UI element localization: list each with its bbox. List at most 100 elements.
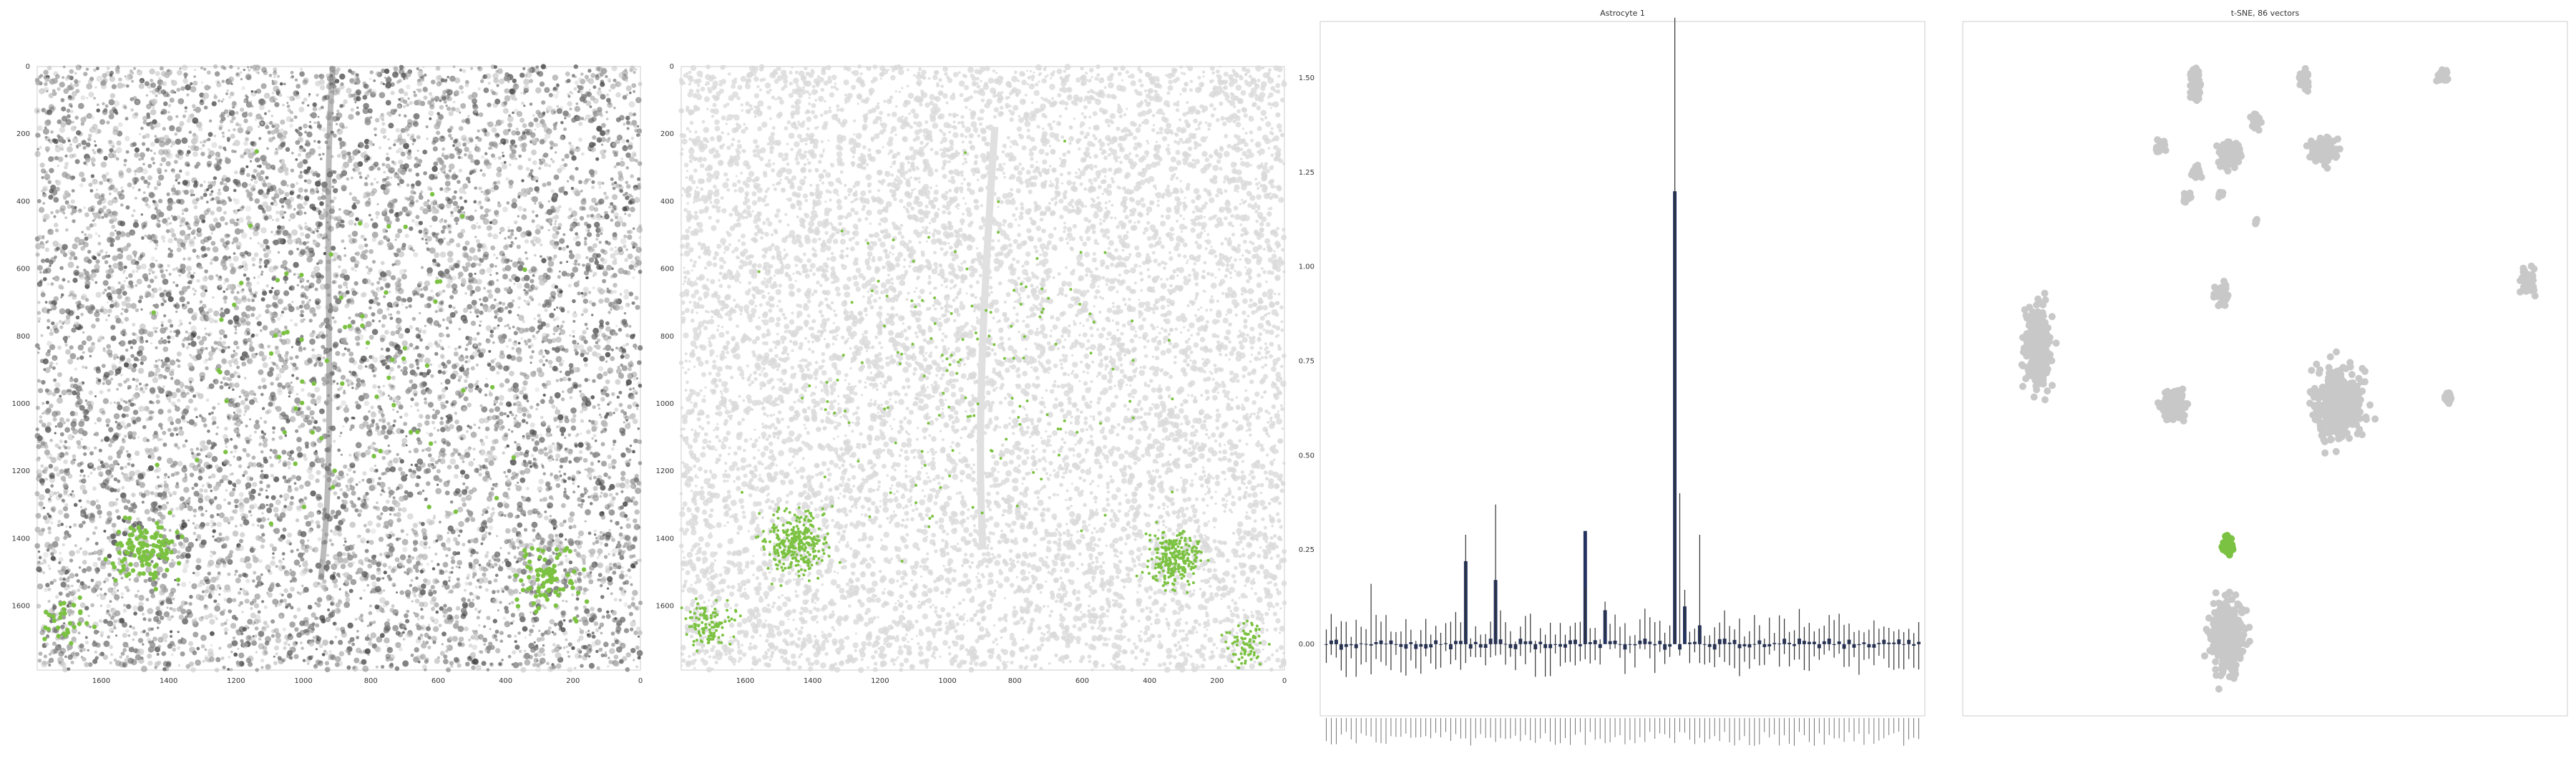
tsne-point (2444, 397, 2451, 404)
tsne-point (2226, 673, 2233, 680)
tsne-point (2336, 381, 2343, 388)
tsne-point (2044, 334, 2051, 341)
tsne-point (2316, 369, 2323, 377)
tsne-point (2326, 428, 2333, 435)
tsne-point (2220, 278, 2228, 285)
x-tick-label: 800 (1008, 677, 1022, 685)
tsne-point (2332, 404, 2339, 411)
tsne-point (2026, 341, 2033, 349)
tsne-point (2220, 629, 2227, 636)
tsne-point (2521, 269, 2528, 276)
tsne-point (2209, 649, 2216, 656)
tsne-point (2212, 671, 2220, 679)
tsne-point (2324, 150, 2331, 157)
tsne-point (2225, 648, 2232, 655)
tsne-point (2218, 151, 2225, 158)
tsne-point (2033, 386, 2040, 393)
tsne-points (2019, 64, 2539, 692)
tsne-point (2220, 607, 2227, 614)
tsne-point (2326, 381, 2333, 388)
tsne-point (2222, 592, 2229, 599)
y-tick-label: 600 (660, 266, 674, 273)
tsne-point (2227, 640, 2234, 647)
tsne-point (2037, 314, 2044, 321)
plot-frame (1963, 21, 2567, 716)
y-tick-label: 1600 (12, 603, 30, 611)
tsne-point (2169, 412, 2176, 419)
y-tick-label: 0 (26, 63, 30, 71)
tsne-point (2034, 359, 2041, 367)
tsne-point (2213, 636, 2220, 643)
tsne-point (2299, 74, 2306, 82)
tsne-point (2327, 354, 2334, 361)
tsne-point (2253, 217, 2260, 224)
y-tick-label: 1000 (656, 400, 674, 408)
x-tick-label: 1200 (871, 677, 889, 685)
tsne-point (2232, 626, 2239, 633)
tsne-point (2333, 349, 2340, 356)
y-tick-label: 0.50 (1299, 452, 1314, 460)
y-tick-label: 600 (16, 266, 30, 273)
x-tick-label: 600 (1075, 677, 1089, 685)
tsne-point (2527, 280, 2534, 287)
tsne-point (2358, 378, 2365, 385)
tsne-point (2048, 357, 2055, 364)
x-tick-label: 0 (1282, 677, 1287, 685)
tsne-point (2218, 191, 2225, 198)
tsne-highlight-point (2223, 532, 2230, 539)
y-tick-label: 1.50 (1299, 74, 1314, 82)
bar-chart-title: Astrocyte 1 (1320, 9, 1925, 18)
tsne-point (2218, 650, 2225, 657)
x-tick-label: 200 (566, 677, 580, 685)
y-tick-label: 1400 (12, 535, 30, 543)
tsne-point (2346, 359, 2353, 366)
tsne-point (2041, 290, 2049, 297)
tsne-point (2340, 406, 2347, 413)
x-tick-label: 1400 (804, 677, 821, 685)
tsne-point (2313, 405, 2321, 412)
tsne-point (2019, 362, 2026, 369)
tsne-point (2158, 142, 2165, 149)
tsne-point (2019, 383, 2026, 390)
tsne-point (2049, 313, 2056, 320)
x-tick-label: 1000 (294, 677, 312, 685)
tsne-point (2246, 638, 2253, 645)
tsne-point (2527, 273, 2534, 280)
y-axis-ticks: 0.000.250.500.751.001.251.50 (1299, 74, 1314, 649)
y-tick-label: 1400 (656, 535, 674, 543)
tsne-point (2049, 382, 2056, 389)
tsne-point (2309, 412, 2316, 419)
tsne-point (2328, 436, 2335, 443)
y-tick-label: 400 (16, 198, 30, 205)
y-tick-label: 1200 (12, 467, 30, 475)
tsne-point (2342, 422, 2349, 430)
tsne-point (2219, 618, 2226, 625)
tsne-point (2304, 87, 2311, 94)
tsne-point (2333, 152, 2341, 160)
tsne-point (2326, 369, 2333, 377)
gene-labels (1326, 718, 1918, 746)
y-tick-label: 1600 (656, 603, 674, 611)
tsne-point (2221, 288, 2228, 295)
tsne-point (2034, 376, 2041, 383)
tsne-point (2034, 296, 2041, 303)
tsne-point (2227, 144, 2234, 151)
tsne-point (2320, 436, 2327, 443)
tsne-point (2324, 157, 2331, 164)
tsne-point (2331, 419, 2338, 427)
tsne-point (2187, 69, 2195, 77)
tsne-point (2217, 301, 2224, 308)
tsne-point (2343, 430, 2351, 437)
x-tick-label: 400 (1143, 677, 1156, 685)
x-tick-label: 1200 (227, 677, 245, 685)
tsne-point (2031, 331, 2038, 339)
tsne-point (2322, 142, 2329, 150)
tsne-point (2211, 292, 2218, 299)
x-tick-label: 1000 (938, 677, 956, 685)
